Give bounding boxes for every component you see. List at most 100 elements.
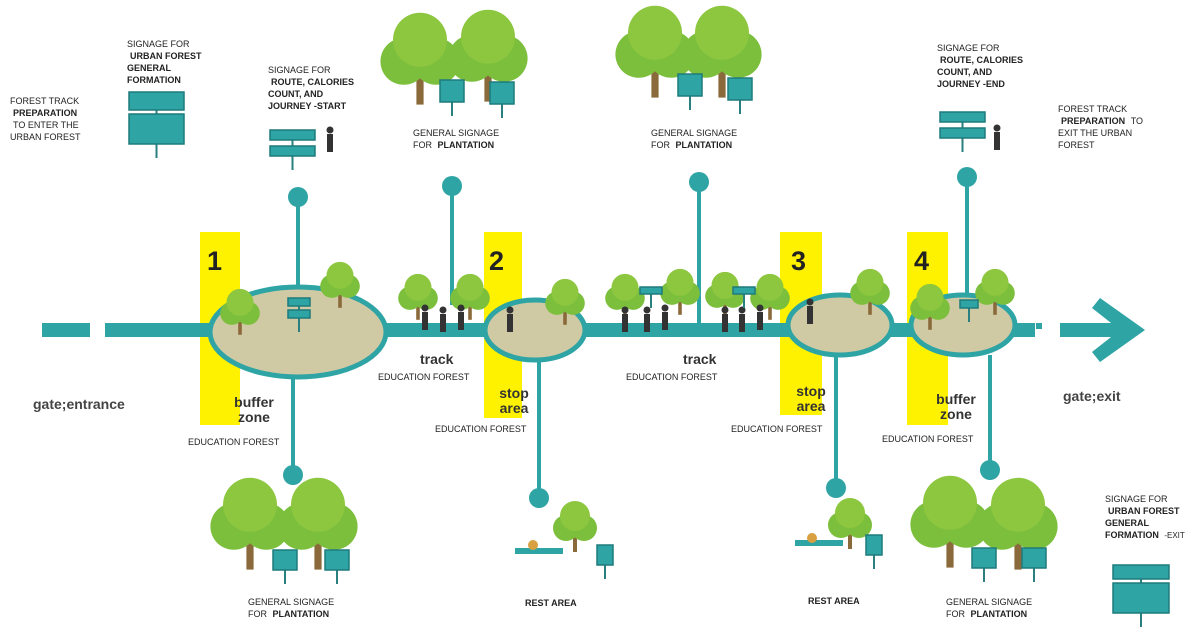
text: URBAN FOREST GENERAL FORMATION: [127, 51, 202, 85]
sign: [940, 112, 985, 122]
tree-crown: [757, 274, 784, 301]
exit-dot: [1036, 323, 1042, 329]
track-sub: EDUCATION FOREST: [378, 372, 469, 382]
gate-exit: gate;exit: [1063, 388, 1121, 404]
zone-sub: EDUCATION FOREST: [882, 434, 973, 444]
zone-name: stop area: [787, 384, 835, 414]
pole-knob: [283, 465, 303, 485]
text: PLANTATION: [971, 609, 1028, 619]
sign: [288, 310, 310, 318]
track-name: track: [683, 352, 716, 367]
person: [528, 540, 538, 550]
annotation: FOREST TRACK PREPARATION TO EXIT THE URB…: [1058, 103, 1148, 151]
annotation: SIGNAGE FOR URBAN FOREST GENERAL FORMATI…: [1105, 493, 1197, 542]
sign: [490, 82, 514, 104]
person-head: [994, 125, 1001, 132]
sign: [960, 300, 978, 308]
entrance-dash: [42, 323, 90, 337]
zone-sub: EDUCATION FOREST: [188, 437, 279, 447]
tree-crown: [552, 279, 579, 306]
tree-crown: [712, 272, 739, 299]
text: PREPARATION: [1061, 116, 1125, 126]
person-body: [422, 312, 428, 330]
annotation: SIGNAGE FOR ROUTE, CALORIES COUNT, AND J…: [268, 64, 360, 112]
tree-crown: [461, 10, 515, 64]
tree-crown: [291, 478, 345, 532]
gate-entrance: gate;entrance: [33, 396, 125, 412]
text: SIGNAGE FOR: [1105, 494, 1168, 504]
zone-number: 4: [914, 246, 929, 277]
text: ROUTE, CALORIES COUNT, AND JOURNEY -STAR…: [268, 77, 354, 111]
bench: [515, 548, 563, 554]
sign: [866, 535, 882, 555]
track-name: track: [420, 352, 453, 367]
pole-knob: [689, 172, 709, 192]
tree-crown: [667, 269, 694, 296]
text: SIGNAGE FOR: [268, 65, 331, 75]
annotation: FOREST TRACK PREPARATION TO ENTER THE UR…: [10, 95, 92, 143]
text: PREPARATION: [13, 108, 77, 118]
sign: [733, 287, 755, 294]
bench: [795, 540, 843, 546]
sign: [678, 74, 702, 96]
pole-knob: [529, 488, 549, 508]
tree-crown: [405, 274, 432, 301]
sign: [728, 78, 752, 100]
person-body: [739, 314, 745, 332]
tree-crown: [835, 498, 865, 528]
person-body: [722, 314, 728, 332]
person-head: [807, 299, 814, 306]
person-body: [327, 134, 333, 152]
annotation: GENERAL SIGNAGE FOR PLANTATION: [946, 596, 1046, 620]
person-head: [327, 127, 334, 134]
text: FOREST TRACK: [10, 96, 79, 106]
tree-crown: [982, 269, 1009, 296]
annotation: GENERAL SIGNAGE FOR PLANTATION: [248, 596, 348, 620]
person-head: [722, 307, 729, 314]
tree-crown: [628, 6, 682, 60]
pole-knob: [957, 167, 977, 187]
tree-crown: [857, 269, 884, 296]
zone-number: 1: [207, 246, 222, 277]
person-body: [644, 314, 650, 332]
person-head: [757, 305, 764, 312]
diagram: FOREST TRACK PREPARATION TO ENTER THE UR…: [0, 0, 1200, 632]
person-body: [994, 132, 1000, 150]
sign: [640, 287, 662, 294]
text: REST AREA: [525, 598, 577, 608]
person-head: [662, 305, 669, 312]
text: -EXIT: [1164, 531, 1184, 540]
sign: [288, 298, 310, 306]
zone-name: stop area: [490, 386, 538, 416]
zone-number: 3: [791, 246, 806, 277]
annotation: REST AREA: [525, 597, 605, 609]
person-body: [622, 314, 628, 332]
sign: [1022, 548, 1046, 568]
text: REST AREA: [808, 596, 860, 606]
sign: [1113, 565, 1169, 579]
text: ROUTE, CALORIES COUNT, AND JOURNEY -END: [937, 55, 1023, 89]
tree-crown: [923, 476, 977, 530]
person-head: [458, 305, 465, 312]
annotation: GENERAL SIGNAGE FOR PLANTATION: [413, 127, 513, 151]
text: PLANTATION: [438, 140, 495, 150]
text: SIGNAGE FOR: [937, 43, 1000, 53]
person-head: [440, 307, 447, 314]
zone-name: buffer zone: [928, 392, 984, 422]
tree-crown: [327, 262, 354, 289]
zone-number: 2: [489, 246, 504, 277]
tree-crown: [612, 274, 639, 301]
tree-crown: [223, 478, 277, 532]
sign: [273, 550, 297, 570]
person-body: [440, 314, 446, 332]
text: SIGNAGE FOR: [127, 39, 190, 49]
scene: [0, 0, 1200, 632]
sign: [270, 146, 315, 156]
person-body: [757, 312, 763, 330]
person-head: [644, 307, 651, 314]
person: [807, 533, 817, 543]
pole-knob: [288, 187, 308, 207]
zone-sub: EDUCATION FOREST: [435, 424, 526, 434]
annotation: GENERAL SIGNAGE FOR PLANTATION: [651, 127, 751, 151]
person-body: [662, 312, 668, 330]
